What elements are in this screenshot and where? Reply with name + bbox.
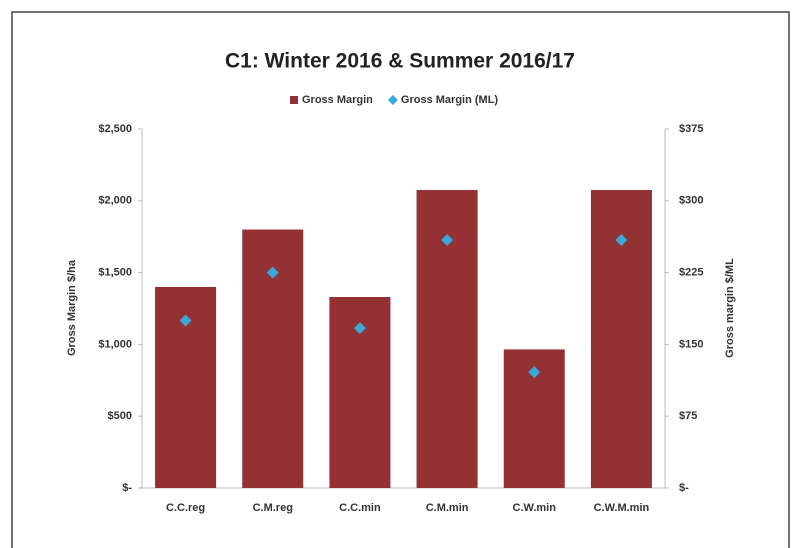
frame bbox=[11, 11, 790, 548]
x-tick-label: C.W.M.min bbox=[594, 502, 650, 514]
y-tick-label: $1,000 bbox=[98, 338, 132, 350]
y2-tick-label: $300 bbox=[679, 195, 703, 207]
marker bbox=[441, 234, 454, 247]
legend-label: Gross Margin (ML) bbox=[401, 94, 499, 106]
y2-tick-label: $- bbox=[679, 482, 689, 494]
y-tick-label: $500 bbox=[108, 410, 132, 422]
y2-tick-label: $225 bbox=[679, 267, 703, 279]
x-tick-label: C.C.min bbox=[339, 502, 381, 514]
x-tick-label: C.M.min bbox=[426, 502, 469, 514]
y-axis-label: Gross Margin $/ha bbox=[66, 259, 78, 356]
y-tick-label: $2,500 bbox=[98, 123, 132, 135]
y-tick-label: $1,500 bbox=[98, 267, 132, 279]
y2-tick-label: $150 bbox=[679, 338, 703, 350]
y-tick-label: $2,000 bbox=[98, 195, 132, 207]
x-tick-label: C.C.reg bbox=[166, 502, 205, 514]
x-tick-label: C.M.reg bbox=[253, 502, 293, 514]
marker bbox=[179, 314, 192, 327]
y-tick-label: $- bbox=[122, 482, 132, 494]
chart-title: C1: Winter 2016 & Summer 2016/17 bbox=[225, 50, 575, 73]
y2-tick-label: $75 bbox=[679, 410, 697, 422]
marker bbox=[266, 266, 279, 279]
y2-tick-label: $375 bbox=[679, 123, 703, 135]
marker bbox=[353, 322, 366, 335]
y2-axis-label: Gross margin $/ML bbox=[724, 258, 736, 358]
legend-swatch bbox=[387, 95, 398, 105]
x-tick-label: C.W.min bbox=[513, 502, 557, 514]
legend-swatch bbox=[290, 96, 298, 104]
legend-label: Gross Margin bbox=[302, 94, 373, 106]
marker bbox=[528, 366, 541, 379]
marker bbox=[615, 234, 628, 247]
